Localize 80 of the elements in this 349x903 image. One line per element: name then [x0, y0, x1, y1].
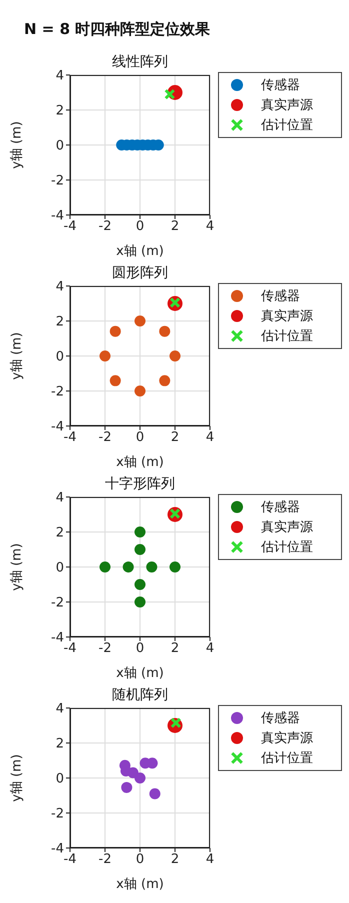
x-axis-title: x轴 (m) — [116, 877, 164, 892]
legend-label: 真实声源 — [261, 730, 313, 747]
x-tick-label: 4 — [206, 219, 214, 234]
point — [134, 772, 146, 784]
legend-label: 传感器 — [261, 710, 300, 727]
point — [110, 375, 121, 386]
point — [149, 788, 160, 800]
x-tick-label: -2 — [98, 852, 112, 868]
y-axis-title: y轴 (m) — [10, 754, 25, 802]
x-tick-label: 0 — [136, 430, 144, 446]
y-tick-label: 2 — [56, 736, 64, 752]
legend-label: 估计位置 — [261, 328, 313, 345]
point — [134, 544, 146, 555]
y-tick-label: 0 — [56, 350, 64, 365]
point — [134, 579, 146, 590]
x-tick-label: 0 — [136, 641, 144, 656]
x-tick-label: 0 — [136, 219, 144, 234]
x-tick-label: 4 — [206, 641, 214, 656]
point — [100, 562, 110, 572]
point — [134, 596, 146, 608]
y-tick-label: 4 — [56, 68, 64, 84]
chart-title: 线性阵列 — [112, 54, 168, 70]
x-tick-label: 4 — [206, 430, 214, 446]
y-tick-label: 0 — [56, 560, 64, 576]
y-axis-title: y轴 (m) — [10, 121, 25, 169]
y-tick-label: -2 — [51, 596, 64, 611]
y-axis-title: y轴 (m) — [10, 332, 25, 380]
y-axis-title: y轴 (m) — [10, 543, 25, 591]
y-tick-label: -2 — [51, 174, 64, 189]
point — [110, 326, 121, 337]
chart-title: 随机阵列 — [112, 687, 168, 703]
point — [146, 562, 158, 572]
point — [159, 375, 170, 386]
chart-title: 圆形阵列 — [112, 265, 168, 281]
y-tick-label: -4 — [51, 842, 64, 857]
point — [122, 562, 134, 572]
point — [159, 326, 170, 337]
x-axis-title: x轴 (m) — [116, 455, 164, 470]
x-tick-label: 4 — [206, 852, 214, 868]
x-axis-title: x轴 (m) — [116, 666, 164, 681]
y-tick-label: 2 — [56, 314, 64, 330]
text: N = 8 时四种阵型定位效果 — [24, 20, 210, 39]
y-tick-label: -4 — [51, 630, 64, 646]
y-tick-label: -2 — [51, 806, 64, 822]
y-tick-label: -4 — [51, 420, 64, 435]
point — [134, 526, 146, 538]
x-axis-title: x轴 (m) — [116, 244, 164, 259]
legend-label: 传感器 — [261, 499, 300, 516]
legend-label: 真实声源 — [261, 97, 313, 114]
y-tick-label: 4 — [56, 702, 64, 717]
x-tick-label: -2 — [98, 641, 112, 656]
y-tick-label: 4 — [56, 490, 64, 506]
y-tick-label: 4 — [56, 280, 64, 295]
x-tick-label: 2 — [170, 430, 180, 446]
x-tick-label: -2 — [98, 219, 112, 234]
chart-title: 十字形阵列 — [105, 476, 175, 492]
x-tick-label: 2 — [170, 852, 180, 868]
y-tick-label: -2 — [51, 384, 64, 400]
x-tick-label: 2 — [170, 641, 180, 656]
legend-label: 传感器 — [261, 288, 300, 305]
legend-label: 真实声源 — [261, 308, 313, 325]
point — [121, 782, 132, 793]
y-tick-label: 2 — [56, 104, 64, 119]
point — [134, 386, 146, 396]
x-tick-label: -2 — [98, 430, 112, 446]
point — [100, 350, 110, 362]
legend-label: 传感器 — [261, 77, 300, 94]
y-tick-label: 0 — [56, 138, 64, 154]
legend-label: 估计位置 — [261, 539, 313, 556]
point — [170, 350, 180, 362]
x-tick-label: 0 — [136, 852, 144, 868]
y-tick-label: -4 — [51, 208, 64, 224]
y-tick-label: 2 — [56, 526, 64, 541]
point — [170, 562, 180, 572]
legend-label: 估计位置 — [261, 117, 313, 134]
x-tick-label: 2 — [170, 219, 180, 234]
point — [134, 316, 146, 326]
y-tick-label: 0 — [56, 772, 64, 787]
legend-label: 真实声源 — [261, 519, 313, 536]
legend-label: 估计位置 — [261, 750, 313, 767]
